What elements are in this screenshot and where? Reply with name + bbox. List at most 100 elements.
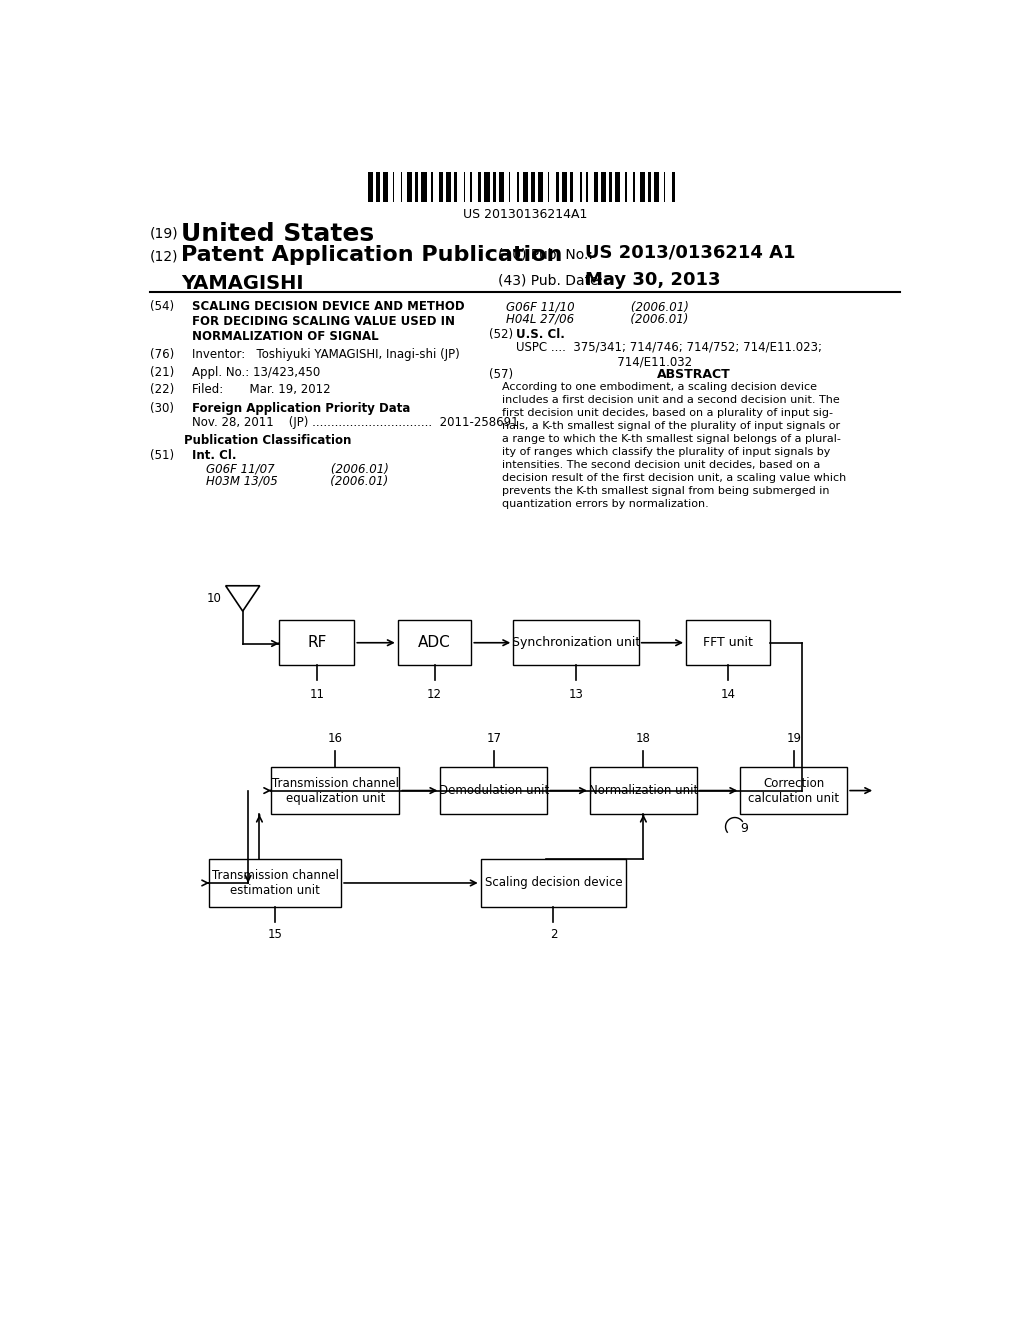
Bar <box>548 172 549 202</box>
Bar <box>407 172 412 202</box>
Bar <box>280 620 354 665</box>
Text: (54): (54) <box>150 300 174 313</box>
Text: Inventor:   Toshiyuki YAMAGISHI, Inagi-shi (JP): Inventor: Toshiyuki YAMAGISHI, Inagi-shi… <box>191 348 460 360</box>
Text: ADC: ADC <box>418 635 451 651</box>
Text: (43) Pub. Date:: (43) Pub. Date: <box>499 275 604 288</box>
Text: 2: 2 <box>550 928 557 941</box>
Bar <box>431 172 433 202</box>
Bar <box>570 172 573 202</box>
Bar <box>601 172 606 202</box>
Bar <box>654 172 659 202</box>
Bar <box>470 172 472 202</box>
Bar <box>369 172 374 202</box>
Bar <box>587 172 588 202</box>
Text: (10) Pub. No.:: (10) Pub. No.: <box>499 248 594 261</box>
Text: Publication Classification: Publication Classification <box>184 434 351 447</box>
Bar <box>484 172 489 202</box>
Text: May 30, 2013: May 30, 2013 <box>586 271 721 289</box>
Bar <box>209 859 341 907</box>
Text: H03M 13/05              (2006.01): H03M 13/05 (2006.01) <box>206 475 388 488</box>
Text: (22): (22) <box>150 383 174 396</box>
Text: United States: United States <box>180 222 374 247</box>
Bar <box>480 859 627 907</box>
Bar <box>633 172 635 202</box>
Text: 18: 18 <box>636 733 651 744</box>
Text: (21): (21) <box>150 367 174 379</box>
Text: Normalization unit: Normalization unit <box>589 784 698 797</box>
Text: H04L 27/06               (2006.01): H04L 27/06 (2006.01) <box>506 313 688 326</box>
Bar <box>590 767 697 814</box>
Bar <box>625 172 627 202</box>
Text: (57): (57) <box>489 368 513 381</box>
Text: (51): (51) <box>150 449 174 462</box>
Text: Synchronization unit: Synchronization unit <box>512 636 640 649</box>
Text: Nov. 28, 2011    (JP) ................................  2011-258691: Nov. 28, 2011 (JP) .....................… <box>191 416 518 429</box>
Bar <box>562 172 567 202</box>
Bar <box>538 172 543 202</box>
Text: Transmission channel
equalization unit: Transmission channel equalization unit <box>271 776 398 805</box>
Text: 15: 15 <box>268 928 283 941</box>
Bar <box>377 172 380 202</box>
Text: Patent Application Publication: Patent Application Publication <box>180 246 562 265</box>
Text: USPC ....  375/341; 714/746; 714/752; 714/E11.023;
                           71: USPC .... 375/341; 714/746; 714/752; 714… <box>515 341 821 368</box>
Text: RF: RF <box>307 635 327 651</box>
Text: 17: 17 <box>486 733 502 744</box>
Text: (76): (76) <box>150 348 174 360</box>
Text: Foreign Application Priority Data: Foreign Application Priority Data <box>191 401 410 414</box>
Text: Int. Cl.: Int. Cl. <box>191 449 237 462</box>
Text: 16: 16 <box>328 733 343 744</box>
Text: US 2013/0136214 A1: US 2013/0136214 A1 <box>586 244 796 261</box>
Text: 12: 12 <box>427 688 442 701</box>
Bar <box>383 172 388 202</box>
Text: Correction
calculation unit: Correction calculation unit <box>749 776 840 805</box>
Bar <box>397 620 471 665</box>
Bar <box>499 172 504 202</box>
Bar <box>440 767 547 814</box>
Bar <box>415 172 419 202</box>
Text: (19): (19) <box>150 226 178 240</box>
Bar <box>439 172 442 202</box>
Text: 9: 9 <box>740 822 749 834</box>
Text: U.S. Cl.: U.S. Cl. <box>515 327 564 341</box>
Text: FFT unit: FFT unit <box>702 636 753 649</box>
Bar <box>672 172 675 202</box>
Bar <box>445 172 451 202</box>
Bar <box>615 172 621 202</box>
Text: G06F 11/07               (2006.01): G06F 11/07 (2006.01) <box>206 462 388 475</box>
Bar <box>478 172 481 202</box>
Bar <box>464 172 465 202</box>
Bar <box>580 172 582 202</box>
Text: 11: 11 <box>309 688 325 701</box>
Bar <box>640 172 644 202</box>
Text: According to one embodiment, a scaling decision device
includes a first decision: According to one embodiment, a scaling d… <box>503 381 847 510</box>
Text: ABSTRACT: ABSTRACT <box>656 368 731 381</box>
Bar <box>664 172 666 202</box>
Text: 10: 10 <box>207 591 222 605</box>
Text: SCALING DECISION DEVICE AND METHOD
FOR DECIDING SCALING VALUE USED IN
NORMALIZAT: SCALING DECISION DEVICE AND METHOD FOR D… <box>191 300 464 343</box>
Text: YAMAGISHI: YAMAGISHI <box>180 275 303 293</box>
Bar <box>400 172 402 202</box>
Bar <box>609 172 612 202</box>
Bar <box>517 172 518 202</box>
Bar <box>454 172 457 202</box>
Text: (30): (30) <box>150 401 174 414</box>
Text: Appl. No.: 13/423,450: Appl. No.: 13/423,450 <box>191 367 319 379</box>
Bar <box>392 172 394 202</box>
Bar <box>594 172 598 202</box>
Text: Scaling decision device: Scaling decision device <box>484 876 623 890</box>
Bar <box>647 172 651 202</box>
Text: US 20130136214A1: US 20130136214A1 <box>463 207 587 220</box>
Bar <box>523 172 528 202</box>
Bar <box>686 620 770 665</box>
Text: 13: 13 <box>568 688 584 701</box>
Bar <box>422 172 427 202</box>
Bar <box>513 620 639 665</box>
Bar <box>531 172 535 202</box>
Text: 19: 19 <box>786 733 801 744</box>
Bar <box>271 767 399 814</box>
Bar <box>493 172 496 202</box>
Text: (12): (12) <box>150 249 178 263</box>
Text: Demodulation unit: Demodulation unit <box>438 784 549 797</box>
Text: 14: 14 <box>720 688 735 701</box>
Bar <box>740 767 847 814</box>
